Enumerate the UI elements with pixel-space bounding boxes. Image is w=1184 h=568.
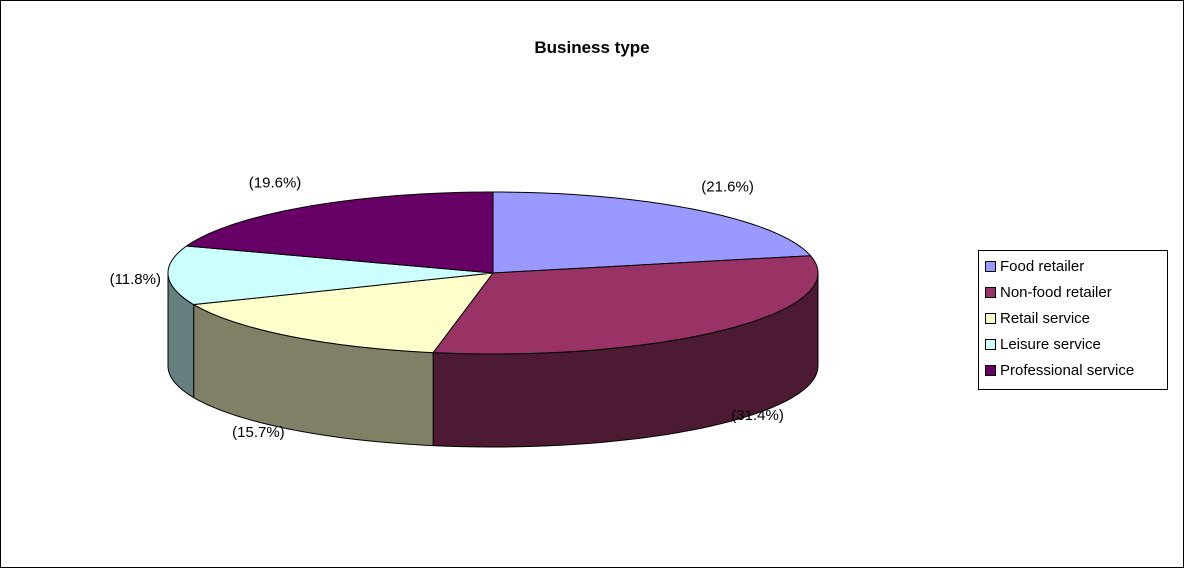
legend-label: Food retailer (1000, 257, 1085, 275)
data-label-non-food-retailer: (31.4%) (731, 407, 784, 424)
legend-swatch (985, 286, 996, 298)
legend-swatch (985, 338, 996, 350)
legend-item-non-food-retailer: Non-food retailer (985, 281, 1112, 303)
pie-slice-food-retailer (492, 191, 812, 274)
legend-swatch (985, 364, 996, 376)
data-label-leisure-service: (11.8%) (110, 271, 161, 288)
legend-item-food-retailer: Food retailer (985, 255, 1084, 277)
legend-label: Non-food retailer (1000, 283, 1112, 301)
pie-slice-retail-service (192, 272, 495, 354)
legend-item-retail-service: Retail service (985, 307, 1090, 329)
legend-label: Professional service (1000, 361, 1135, 379)
legend-item-professional-service: Professional service (985, 359, 1134, 381)
pie-slice-non-food-retailer (432, 255, 819, 355)
legend-label: Retail service (1000, 309, 1091, 327)
data-label-retail-service: (15.7%) (232, 424, 285, 441)
legend-item-leisure-service: Leisure service (985, 333, 1101, 355)
legend-swatch (985, 260, 996, 272)
legend-swatch (985, 312, 996, 324)
legend-label: Leisure service (1000, 335, 1101, 353)
chart-title: Business type (534, 38, 650, 57)
pie-slice-leisure-service (167, 245, 494, 306)
data-label-food-retailer: (21.6%) (701, 179, 754, 196)
legend: Food retailer Non-food retailer Retail ser… (978, 250, 1168, 390)
pie-slice-professional-service (185, 191, 494, 274)
data-label-professional-service: (19.6%) (249, 174, 302, 191)
